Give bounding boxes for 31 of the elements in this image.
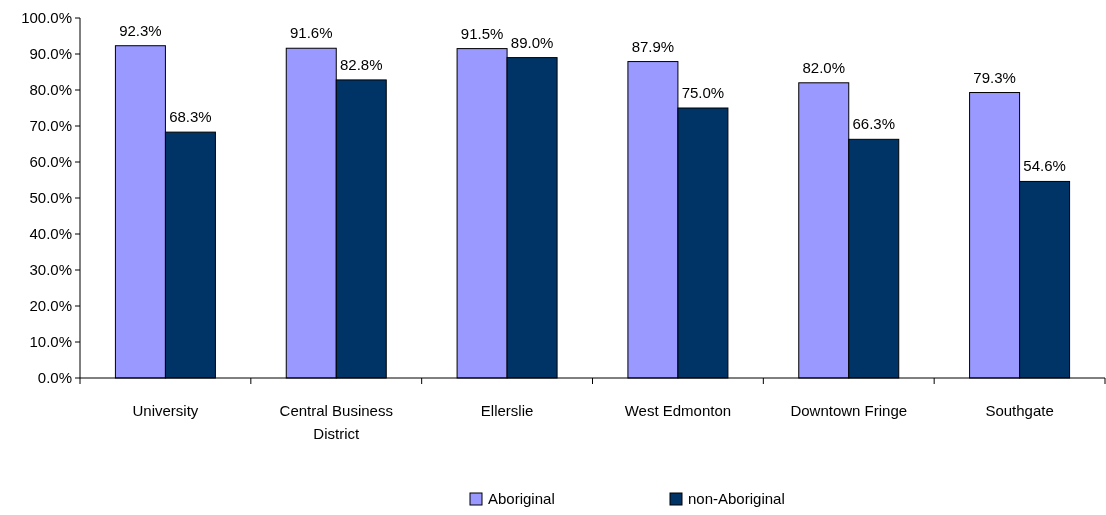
legend-label: Aboriginal [488,490,555,508]
y-tick-label: 100.0% [21,9,72,27]
x-tick-label: Ellerslie [480,402,534,419]
data-label: 54.6% [1023,157,1066,175]
x-tick-label: University [132,402,199,419]
data-label: 82.0% [802,58,846,76]
x-tick-label: Southgate [985,402,1054,419]
data-label: 75.0% [681,84,725,101]
data-label: 82.8% [339,55,383,73]
y-tick-label: 70.0% [29,117,72,135]
y-tick-label: 90.0% [29,45,72,63]
y-tick-label: 40.0% [29,225,72,243]
data-label: 91.5% [460,24,504,42]
data-label: 87.9% [631,37,675,55]
y-tick-label: 0.0% [37,369,72,387]
y-tick-label: 10.0% [29,333,72,351]
data-label: 68.3% [169,108,212,126]
data-label: 91.6% [289,24,333,42]
data-label: 79.3% [973,68,1016,86]
legend-label: non-Aboriginal [688,490,785,508]
data-label: 92.3% [119,21,162,39]
y-tick-label: 50.0% [29,189,72,207]
y-tick-label: 60.0% [29,153,72,171]
x-tick-label: West Edmonton [624,402,732,419]
y-tick-label: 20.0% [29,297,72,315]
x-tick-label: Downtown Fringe [790,402,908,419]
data-label: 89.0% [510,33,554,51]
x-tick-label: Central Business District [279,402,393,442]
data-label: 66.3% [852,115,896,133]
y-tick-label: 80.0% [29,81,72,99]
y-tick-label: 30.0% [29,261,72,279]
